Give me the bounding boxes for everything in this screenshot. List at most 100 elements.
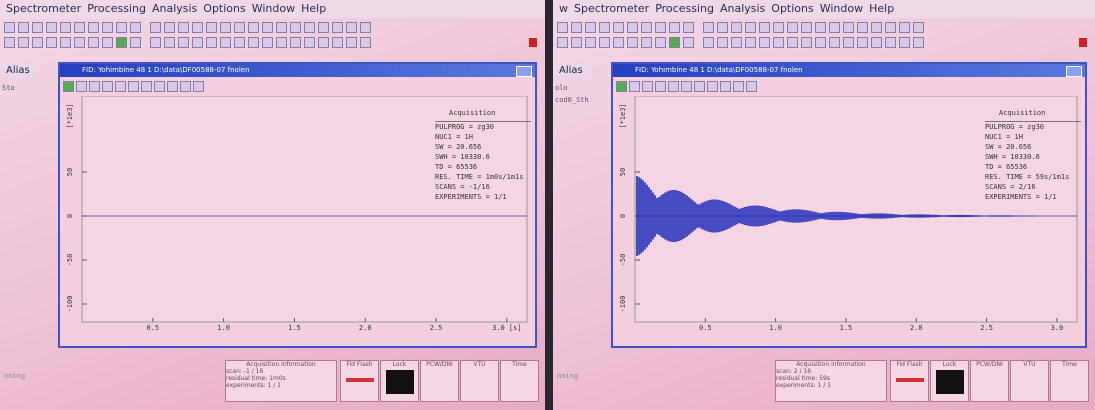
toolbar-button[interactable]	[206, 37, 217, 48]
toolbar-button[interactable]	[669, 37, 680, 48]
window-tool[interactable]	[115, 81, 126, 92]
window-tool[interactable]	[629, 81, 640, 92]
toolbar-button[interactable]	[18, 37, 29, 48]
status-button[interactable]: Lock	[380, 360, 419, 402]
toolbar-button[interactable]	[32, 22, 43, 33]
window-tool[interactable]	[154, 81, 165, 92]
menu-item[interactable]: w	[559, 2, 568, 15]
toolbar-button[interactable]	[843, 37, 854, 48]
window-tool[interactable]	[141, 81, 152, 92]
toolbar-button[interactable]	[787, 37, 798, 48]
toolbar-button[interactable]	[60, 37, 71, 48]
toolbar-button[interactable]	[130, 22, 141, 33]
toolbar-button[interactable]	[116, 37, 127, 48]
toolbar-button[interactable]	[248, 22, 259, 33]
toolbar-button[interactable]	[88, 22, 99, 33]
window-tool[interactable]	[102, 81, 113, 92]
toolbar-button[interactable]	[899, 37, 910, 48]
window-tool[interactable]	[76, 81, 87, 92]
toolbar-button[interactable]	[557, 22, 568, 33]
window-tool[interactable]	[180, 81, 191, 92]
toolbar-button[interactable]	[46, 37, 57, 48]
toolbar-button[interactable]	[332, 22, 343, 33]
toolbar-button[interactable]	[32, 37, 43, 48]
toolbar-button[interactable]	[571, 37, 582, 48]
menu-item[interactable]: Processing	[655, 2, 714, 15]
toolbar-button[interactable]	[613, 37, 624, 48]
toolbar-button[interactable]	[585, 37, 596, 48]
toolbar-button[interactable]	[234, 37, 245, 48]
toolbar-button[interactable]	[759, 22, 770, 33]
toolbar-button[interactable]	[318, 22, 329, 33]
toolbar-button[interactable]	[773, 22, 784, 33]
toolbar-button[interactable]	[745, 37, 756, 48]
toolbar-button[interactable]	[102, 37, 113, 48]
window-tool[interactable]	[720, 81, 731, 92]
toolbar-button[interactable]	[731, 37, 742, 48]
toolbar-button[interactable]	[773, 37, 784, 48]
alias-tab[interactable]: Alias	[2, 64, 34, 77]
toolbar-button[interactable]	[304, 37, 315, 48]
menu-item[interactable]: Analysis	[719, 2, 766, 15]
window-tool[interactable]	[193, 81, 204, 92]
toolbar-button[interactable]	[332, 37, 343, 48]
toolbar-button[interactable]	[627, 22, 638, 33]
toolbar-button[interactable]	[88, 37, 99, 48]
status-button[interactable]: Time	[500, 360, 539, 402]
toolbar-button[interactable]	[206, 22, 217, 33]
window-tool[interactable]	[694, 81, 705, 92]
toolbar-button[interactable]	[276, 22, 287, 33]
toolbar-button[interactable]	[801, 22, 812, 33]
side-item[interactable]: Sto	[2, 84, 15, 92]
toolbar-button[interactable]	[683, 22, 694, 33]
window-tool[interactable]	[616, 81, 627, 92]
toolbar-button[interactable]	[745, 22, 756, 33]
toolbar-button[interactable]	[669, 22, 680, 33]
menu-item[interactable]: Spectrometer	[6, 2, 82, 15]
window-close[interactable]	[516, 66, 532, 77]
menu-item[interactable]: Analysis	[151, 2, 198, 15]
toolbar-button[interactable]	[290, 37, 301, 48]
toolbar-button[interactable]	[599, 22, 610, 33]
toolbar-button[interactable]	[585, 22, 596, 33]
toolbar-button[interactable]	[613, 22, 624, 33]
status-button[interactable]: VTU	[1010, 360, 1049, 402]
window-tool[interactable]	[733, 81, 744, 92]
menu-item[interactable]: Window	[251, 2, 296, 15]
toolbar-button[interactable]	[192, 22, 203, 33]
toolbar-button[interactable]	[871, 22, 882, 33]
toolbar-button[interactable]	[178, 22, 189, 33]
window-tool[interactable]	[681, 81, 692, 92]
toolbar-button[interactable]	[641, 37, 652, 48]
toolbar-button[interactable]	[857, 37, 868, 48]
toolbar-button[interactable]	[899, 22, 910, 33]
status-button[interactable]: VTU	[460, 360, 499, 402]
toolbar-button[interactable]	[220, 37, 231, 48]
toolbar-button[interactable]	[150, 37, 161, 48]
toolbar-button[interactable]	[627, 37, 638, 48]
toolbar-button[interactable]	[150, 22, 161, 33]
window-close[interactable]	[1066, 66, 1082, 77]
menu-item[interactable]: Spectrometer	[574, 2, 650, 15]
toolbar-button[interactable]	[815, 37, 826, 48]
menu-item[interactable]: Options	[203, 2, 246, 15]
toolbar-button[interactable]	[318, 37, 329, 48]
toolbar-button[interactable]	[885, 37, 896, 48]
toolbar-button[interactable]	[885, 22, 896, 33]
toolbar-button[interactable]	[164, 22, 175, 33]
toolbar-button[interactable]	[290, 22, 301, 33]
status-button[interactable]: PCW/DNI	[420, 360, 459, 402]
toolbar-button[interactable]	[130, 37, 141, 48]
toolbar-button[interactable]	[346, 22, 357, 33]
side-item[interactable]: olo	[555, 84, 568, 92]
toolbar-button[interactable]	[717, 37, 728, 48]
toolbar-button[interactable]	[360, 22, 371, 33]
toolbar-button[interactable]	[262, 37, 273, 48]
toolbar-button[interactable]	[220, 22, 231, 33]
toolbar-button[interactable]	[655, 37, 666, 48]
toolbar-button[interactable]	[74, 22, 85, 33]
window-tool[interactable]	[63, 81, 74, 92]
toolbar-button[interactable]	[164, 37, 175, 48]
menu-item[interactable]: Help	[301, 2, 327, 15]
window-tool[interactable]	[707, 81, 718, 92]
